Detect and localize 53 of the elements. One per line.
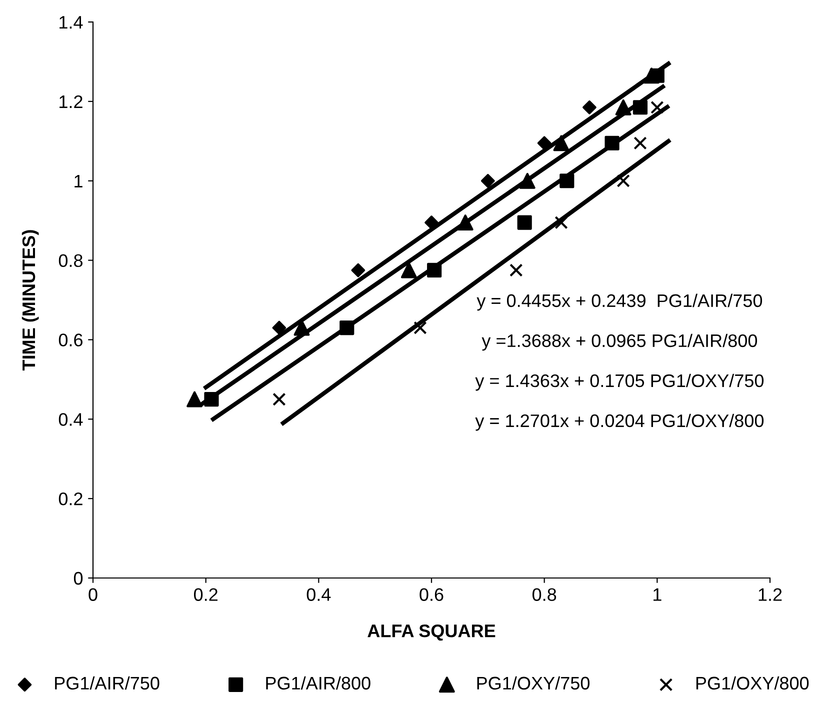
y-tick-label: 0 xyxy=(74,572,83,585)
legend-label: PG1/OXY/800 xyxy=(696,676,809,690)
point xyxy=(351,263,366,278)
point xyxy=(294,320,310,336)
y-tick-label: 1.2 xyxy=(60,95,82,108)
point xyxy=(427,262,442,278)
x-tick-label: 0.2 xyxy=(194,588,218,601)
y-tick-label: 0.6 xyxy=(58,334,82,346)
x-axis-title: ALFA SQUARE xyxy=(368,624,496,641)
point xyxy=(615,99,632,116)
y-tick-label: 0.8 xyxy=(58,254,82,268)
point xyxy=(186,391,203,408)
point xyxy=(400,262,417,278)
x-tick-label: 0.4 xyxy=(306,588,331,601)
legend-label: PG1/AIR/750 xyxy=(55,676,160,690)
point xyxy=(204,392,219,407)
point xyxy=(582,100,596,114)
point xyxy=(650,100,664,114)
point xyxy=(616,174,630,188)
annotation: y =1.3688x + 0.0965 PG1/AIR/800 xyxy=(482,334,758,351)
point xyxy=(424,216,438,230)
x-tick-label: 0 xyxy=(88,588,98,601)
legend-label: PG1/OXY/750 xyxy=(477,676,590,690)
point xyxy=(604,136,620,150)
x-tick-label: 0.6 xyxy=(420,588,444,601)
point xyxy=(340,320,354,336)
point xyxy=(634,136,647,150)
point xyxy=(537,136,552,150)
point xyxy=(414,321,427,334)
x-tick-label: 1.2 xyxy=(758,588,782,601)
point xyxy=(644,68,660,84)
point xyxy=(272,320,286,335)
point xyxy=(560,174,574,188)
point xyxy=(457,214,474,231)
y-tick-label: 1 xyxy=(74,174,82,188)
point xyxy=(553,135,570,152)
point xyxy=(510,264,523,277)
point xyxy=(480,174,495,188)
y-tick-label: 0.2 xyxy=(58,492,82,506)
x-tick-label: 1 xyxy=(654,588,662,601)
point xyxy=(554,216,568,230)
annotation: y = 0.4455x + 0.2439 PG1/AIR/750 xyxy=(476,294,762,311)
x-tick-label: 0.8 xyxy=(532,588,556,601)
point xyxy=(632,100,648,115)
y-axis-title: TIME (MINUTES) xyxy=(22,230,39,371)
point xyxy=(519,172,536,189)
point xyxy=(272,392,286,406)
y-tick-label: 1.4 xyxy=(60,16,83,29)
legend-label: PG1/AIR/800 xyxy=(266,676,370,690)
point xyxy=(517,215,532,230)
annotation: y = 1.4363x + 0.1705 PG1/OXY/750 xyxy=(475,374,764,391)
y-tick-label: 0.4 xyxy=(58,413,83,426)
annotation: y = 1.2701x + 0.0204 PG1/OXY/800 xyxy=(475,414,764,431)
